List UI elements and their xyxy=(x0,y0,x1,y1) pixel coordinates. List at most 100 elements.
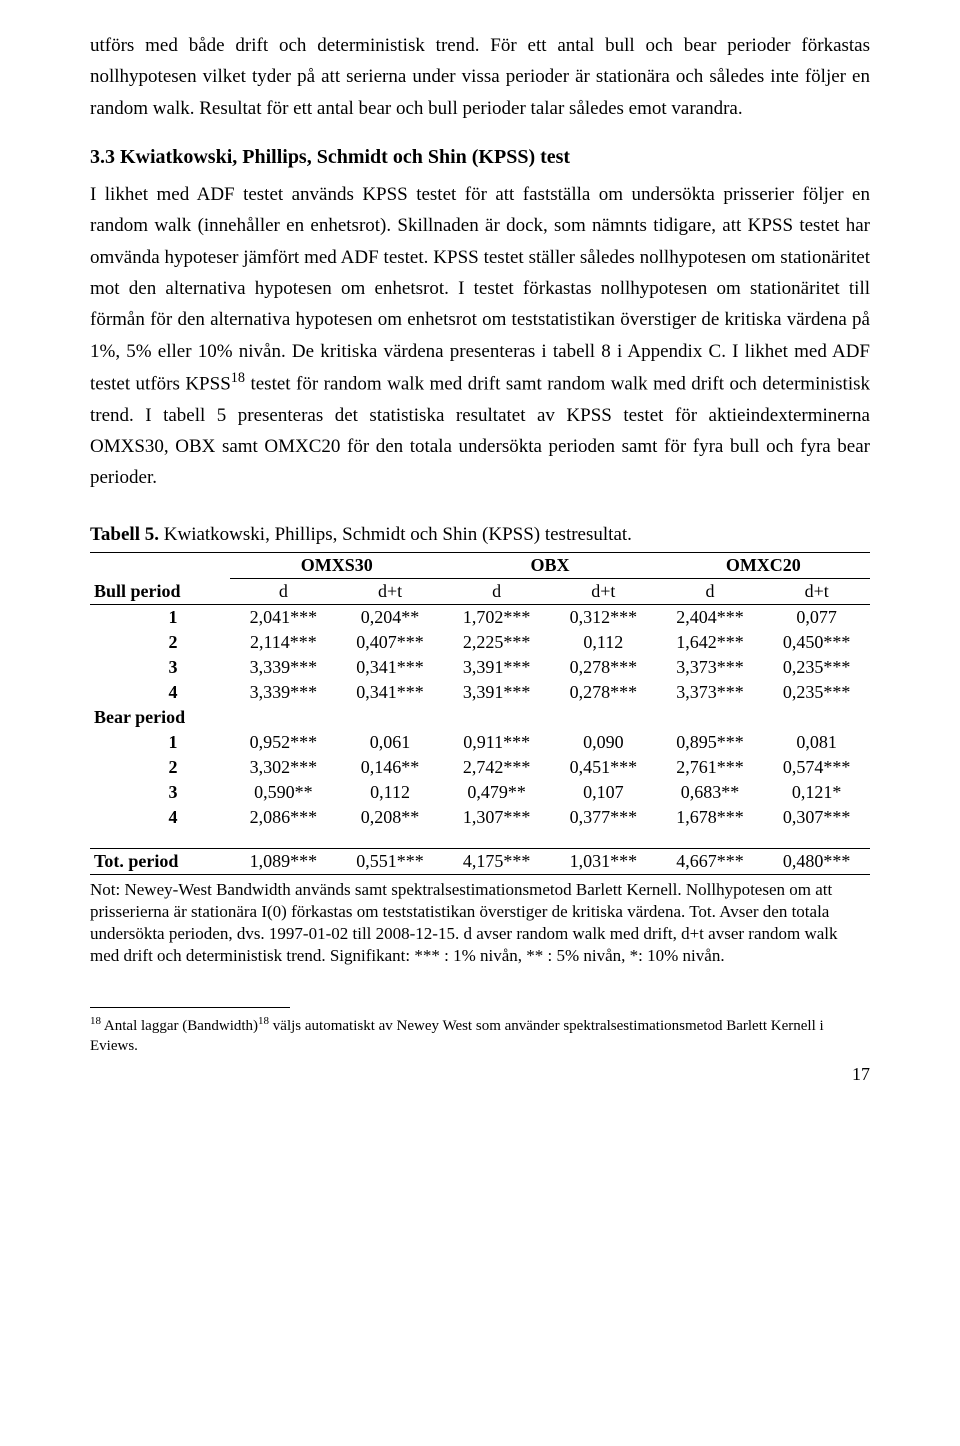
row-number: 1 xyxy=(90,730,230,755)
table-cell: 0,208** xyxy=(337,805,444,830)
group-header-obx: OBX xyxy=(443,552,656,578)
table-cell: 2,114*** xyxy=(230,630,337,655)
table-cell: 0,146** xyxy=(337,755,444,780)
table-cell: 3,302*** xyxy=(230,755,337,780)
row-number: 4 xyxy=(90,680,230,705)
table-cell: 0,451*** xyxy=(550,755,657,780)
table-group-header-row: OMXS30 OBX OMXC20 xyxy=(90,552,870,578)
table-cell: 0,911*** xyxy=(443,730,550,755)
table-cell: 3,339*** xyxy=(230,680,337,705)
table-cell: 0,480*** xyxy=(763,848,870,874)
table-cell: 2,041*** xyxy=(230,604,337,630)
row-label-tot: Tot. period xyxy=(90,848,230,874)
table-row: 12,041***0,204**1,702***0,312***2,404***… xyxy=(90,604,870,630)
table-caption: Tabell 5. Kwiatkowski, Phillips, Schmidt… xyxy=(90,524,870,546)
table-corner-cell xyxy=(90,552,230,578)
table-cell: 0,278*** xyxy=(550,680,657,705)
table-cell: 0,090 xyxy=(550,730,657,755)
spacer-row xyxy=(90,830,870,849)
table-cell: 0,307*** xyxy=(763,805,870,830)
table-cell: 4,175*** xyxy=(443,848,550,874)
table-cell: 2,404*** xyxy=(657,604,764,630)
row-number: 4 xyxy=(90,805,230,830)
group-header-omxs30: OMXS30 xyxy=(230,552,443,578)
table-cell: 0,407*** xyxy=(337,630,444,655)
table-cell: 0,235*** xyxy=(763,655,870,680)
footnote-ref-18: 18 xyxy=(231,370,245,386)
table-cell: 0,479** xyxy=(443,780,550,805)
table-caption-text: Kwiatkowski, Phillips, Schmidt och Shin … xyxy=(159,524,632,545)
paragraph-kpss: I likhet med ADF testet används KPSS tes… xyxy=(90,179,870,494)
table-cell: 3,391*** xyxy=(443,680,550,705)
row-number: 2 xyxy=(90,755,230,780)
spacer-cell xyxy=(90,830,870,849)
sub-header: d+t xyxy=(763,578,870,604)
row-label-bull: Bull period xyxy=(90,578,230,604)
table-cell: 1,089*** xyxy=(230,848,337,874)
table-cell: 0,952*** xyxy=(230,730,337,755)
row-number: 3 xyxy=(90,780,230,805)
table-caption-label: Tabell 5. xyxy=(90,524,159,545)
sub-header: d xyxy=(230,578,337,604)
table-row: 30,590**0,1120,479**0,1070,683**0,121* xyxy=(90,780,870,805)
table-cell: 0,107 xyxy=(550,780,657,805)
page-number: 17 xyxy=(90,1064,870,1085)
table-cell: 1,642*** xyxy=(657,630,764,655)
table-cell: 2,761*** xyxy=(657,755,764,780)
table-row: 43,339***0,341***3,391***0,278***3,373**… xyxy=(90,680,870,705)
sub-header: d+t xyxy=(550,578,657,604)
sub-header: d xyxy=(657,578,764,604)
group-header-omxc20: OMXC20 xyxy=(657,552,870,578)
row-label-bear-row: Bear period xyxy=(90,705,870,730)
table-sub-header-row: Bull period d d+t d d+t d d+t xyxy=(90,578,870,604)
table-row: 42,086***0,208**1,307***0,377***1,678***… xyxy=(90,805,870,830)
section-heading: 3.3 Kwiatkowski, Phillips, Schmidt och S… xyxy=(90,146,870,169)
table-cell: 0,683** xyxy=(657,780,764,805)
table-cell: 0,061 xyxy=(337,730,444,755)
table-cell: 0,377*** xyxy=(550,805,657,830)
footnote-18: 18 Antal laggar (Bandwidth)18 väljs auto… xyxy=(90,1014,870,1056)
table-cell: 0,450*** xyxy=(763,630,870,655)
table-cell: 0,112 xyxy=(337,780,444,805)
table-cell: 0,278*** xyxy=(550,655,657,680)
tot-row: Tot. period 1,089*** 0,551*** 4,175*** 1… xyxy=(90,848,870,874)
footnote-inline-sup: 18 xyxy=(258,1015,269,1027)
bull-body: 12,041***0,204**1,702***0,312***2,404***… xyxy=(90,604,870,705)
row-number: 1 xyxy=(90,604,230,630)
table-cell: 0,121* xyxy=(763,780,870,805)
footnote-separator xyxy=(90,1007,290,1008)
table-cell: 0,574*** xyxy=(763,755,870,780)
kpss-table: OMXS30 OBX OMXC20 Bull period d d+t d d+… xyxy=(90,552,870,875)
table-cell: 3,391*** xyxy=(443,655,550,680)
table-cell: 0,341*** xyxy=(337,655,444,680)
table-cell: 2,086*** xyxy=(230,805,337,830)
bear-body: 10,952***0,0610,911***0,0900,895***0,081… xyxy=(90,730,870,830)
table-cell: 0,081 xyxy=(763,730,870,755)
para2-part-a: I likhet med ADF testet används KPSS tes… xyxy=(90,184,870,394)
table-cell: 3,373*** xyxy=(657,680,764,705)
table-cell: 3,339*** xyxy=(230,655,337,680)
sub-header: d xyxy=(443,578,550,604)
table-cell: 1,702*** xyxy=(443,604,550,630)
row-number: 2 xyxy=(90,630,230,655)
table-cell: 0,077 xyxy=(763,604,870,630)
table-cell: 1,031*** xyxy=(550,848,657,874)
row-label-bear: Bear period xyxy=(90,705,230,730)
table-row: 22,114***0,407***2,225***0,1121,642***0,… xyxy=(90,630,870,655)
row-number: 3 xyxy=(90,655,230,680)
table-cell: 4,667*** xyxy=(657,848,764,874)
table-cell: 0,895*** xyxy=(657,730,764,755)
table-note: Not: Newey-West Bandwidth används samt s… xyxy=(90,879,870,967)
table-row: 23,302***0,146**2,742***0,451***2,761***… xyxy=(90,755,870,780)
sub-header: d+t xyxy=(337,578,444,604)
table-cell: 0,204** xyxy=(337,604,444,630)
empty-cell xyxy=(230,705,870,730)
table-cell: 0,551*** xyxy=(337,848,444,874)
table-cell: 0,590** xyxy=(230,780,337,805)
footnote-number: 18 xyxy=(90,1015,101,1027)
table-cell: 0,312*** xyxy=(550,604,657,630)
paragraph-intro: utförs med både drift och deterministisk… xyxy=(90,30,870,124)
table-cell: 2,742*** xyxy=(443,755,550,780)
table-cell: 0,112 xyxy=(550,630,657,655)
table-cell: 0,341*** xyxy=(337,680,444,705)
